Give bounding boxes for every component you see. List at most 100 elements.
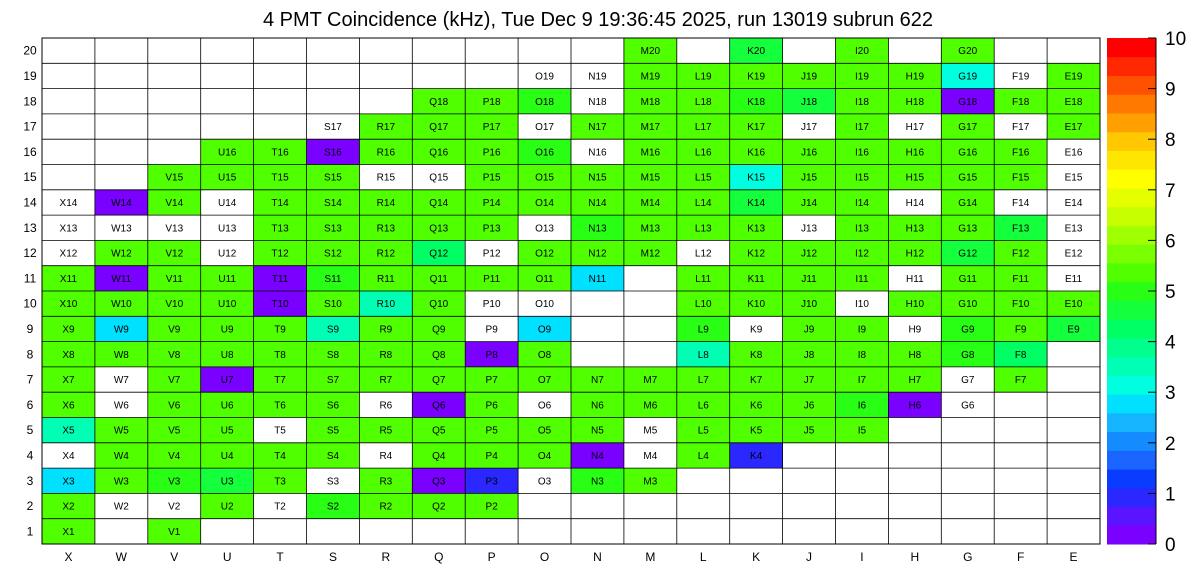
- heatmap-cell: [42, 113, 95, 140]
- heatmap-cell: [412, 63, 466, 89]
- heatmap-cell: [676, 63, 730, 89]
- heatmap-cell: [676, 265, 730, 291]
- heatmap-cell: [888, 341, 942, 367]
- heatmap-cell: [782, 88, 836, 114]
- cell-label: X9: [62, 324, 75, 335]
- heatmap-cell: [306, 240, 360, 266]
- heatmap-cell: [359, 442, 413, 469]
- heatmap-cell: [465, 164, 519, 190]
- heatmap-cell: [676, 493, 730, 519]
- color-scale-band: [1107, 412, 1156, 433]
- heatmap-cell: [147, 442, 201, 469]
- heatmap-cell: [147, 215, 201, 241]
- cell-label: W2: [114, 502, 129, 513]
- heatmap-cell: [306, 366, 360, 393]
- heatmap-cell: [623, 417, 677, 443]
- cell-label: H11: [906, 274, 924, 285]
- cell-label: G9: [961, 324, 975, 335]
- heatmap-cell: [94, 468, 148, 494]
- cell-label: W8: [114, 350, 129, 361]
- cell-label: X8: [62, 350, 75, 361]
- x-tick-label: O: [540, 550, 549, 564]
- cell-label: I11: [855, 274, 869, 285]
- cell-label: E13: [1065, 223, 1083, 234]
- heatmap-cell: [412, 392, 466, 418]
- heatmap-cell: [42, 366, 95, 393]
- cell-label: U5: [221, 426, 234, 437]
- heatmap-cell: [200, 164, 254, 190]
- cell-label: F16: [1012, 147, 1030, 158]
- heatmap-cell: [835, 442, 889, 469]
- cell-label: O18: [535, 97, 554, 108]
- heatmap-cell: [306, 265, 360, 291]
- cell-label: G13: [958, 223, 977, 234]
- y-tick-label: 10: [23, 297, 37, 311]
- heatmap-cell: [147, 366, 201, 393]
- heatmap-cell: [729, 215, 783, 241]
- cell-label: I5: [858, 426, 867, 437]
- heatmap-cell: [147, 63, 201, 89]
- heatmap-cell: [200, 341, 254, 367]
- x-tick-label: W: [116, 550, 128, 564]
- cell-label: R13: [377, 223, 396, 234]
- heatmap-cell: [42, 442, 95, 469]
- cell-label: Q2: [432, 502, 446, 513]
- cell-label: L12: [695, 249, 712, 260]
- heatmap-cell: [200, 417, 254, 443]
- cell-label: N12: [588, 249, 607, 260]
- heatmap-cell: [941, 139, 995, 165]
- heatmap-cell: [571, 265, 624, 291]
- x-tick-label: Q: [434, 550, 443, 564]
- heatmap-cell: [518, 493, 571, 519]
- cell-label: X12: [60, 249, 78, 260]
- heatmap-cell: [782, 215, 836, 241]
- cell-label: S2: [327, 502, 340, 513]
- heatmap-cell: [94, 189, 148, 216]
- cell-label: H9: [908, 324, 921, 335]
- cell-label: U6: [221, 400, 234, 411]
- heatmap-cell: [518, 88, 571, 114]
- cell-label: O6: [538, 400, 552, 411]
- heatmap-cell: [412, 291, 466, 317]
- y-tick-label: 5: [27, 423, 34, 437]
- heatmap-cell: [306, 215, 360, 241]
- heatmap-cell: [729, 164, 783, 190]
- cell-label: N5: [591, 426, 604, 437]
- heatmap-cells: M20 K20 I20 G20 O19 N19 M19 L19 K19 J19 I19 H19 G19 F…: [42, 38, 1100, 544]
- cell-label: O3: [538, 476, 552, 487]
- heatmap-cell: [571, 417, 624, 443]
- heatmap-cell: [676, 88, 730, 114]
- heatmap-cell: [147, 291, 201, 317]
- cell-label: E18: [1065, 97, 1083, 108]
- cell-label: K20: [747, 46, 765, 57]
- heatmap-cell: [465, 493, 519, 519]
- heatmap-cell: [941, 366, 995, 393]
- heatmap-cell: [306, 63, 360, 89]
- heatmap-cell: [623, 392, 677, 418]
- cell-label: K5: [750, 426, 763, 437]
- heatmap-cell: [412, 493, 466, 519]
- heatmap-cell: [359, 63, 413, 89]
- x-tick-label: H: [911, 550, 920, 564]
- heatmap-cell: [623, 63, 677, 89]
- heatmap-cell: [941, 341, 995, 367]
- heatmap-cell: [1047, 88, 1100, 114]
- cell-label: R3: [379, 476, 392, 487]
- cell-label: I14: [855, 198, 869, 209]
- heatmap-cell: [571, 518, 624, 544]
- color-scale-tick-label: 4: [1165, 333, 1176, 354]
- cell-label: M15: [641, 173, 661, 184]
- cell-label: I10: [855, 299, 869, 310]
- y-tick-label: 13: [23, 221, 37, 235]
- cell-label: S5: [327, 426, 340, 437]
- cell-label: O12: [535, 249, 554, 260]
- cell-label: I18: [855, 97, 869, 108]
- cell-label: K19: [747, 71, 765, 82]
- y-tick-label: 20: [23, 44, 37, 58]
- cell-label: U16: [218, 147, 237, 158]
- heatmap-cell: [676, 417, 730, 443]
- cell-label: R8: [379, 350, 392, 361]
- cell-label: G14: [958, 198, 977, 209]
- heatmap-cell: [518, 417, 571, 443]
